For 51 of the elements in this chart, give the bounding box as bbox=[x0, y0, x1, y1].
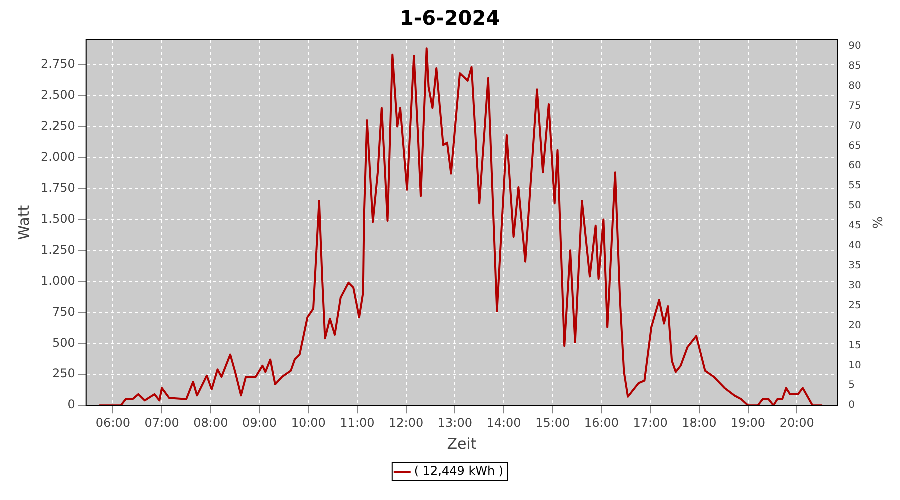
y2-tick-label: 85 bbox=[848, 60, 862, 72]
y2-tick-label: 30 bbox=[848, 280, 862, 292]
y2-tick-label: 65 bbox=[848, 140, 862, 152]
x-axis-title: Zeit bbox=[447, 434, 477, 453]
x-tick-label: 12:00 bbox=[389, 416, 424, 430]
x-tick-label: 16:00 bbox=[584, 416, 620, 430]
y-tick-label: 1.250 bbox=[40, 242, 76, 257]
y-tick-label: 1.500 bbox=[40, 212, 76, 226]
x-tick-label: 10:00 bbox=[291, 416, 326, 430]
legend-label: ( 12,449 kWh ) bbox=[414, 464, 504, 478]
x-tick-label: 06:00 bbox=[96, 416, 131, 430]
chart-title: 1-6-2024 bbox=[400, 6, 500, 30]
y2-tick-label: 10 bbox=[848, 360, 862, 372]
y2-tick-label: 20 bbox=[848, 320, 862, 332]
y2-tick-label: 40 bbox=[848, 240, 862, 252]
y2-tick-label: 80 bbox=[848, 80, 862, 92]
y-tick-label: 2.750 bbox=[40, 56, 76, 71]
y-tick-label: 1.750 bbox=[40, 180, 76, 195]
x-tick-label: 09:00 bbox=[242, 416, 278, 430]
y2-tick-label: 25 bbox=[848, 300, 862, 312]
x-tick-label: 08:00 bbox=[194, 416, 228, 430]
y2-tick-label: 70 bbox=[848, 120, 862, 132]
y2-axis-title: % bbox=[868, 216, 884, 229]
y2-tick-label: 55 bbox=[848, 180, 862, 192]
y-tick-label: 1.000 bbox=[40, 274, 76, 288]
y2-tick-label: 50 bbox=[848, 200, 862, 212]
x-tick-label: 13:00 bbox=[438, 416, 472, 430]
y2-tick-label: 60 bbox=[848, 160, 862, 172]
x-tick-label: 14:00 bbox=[486, 416, 522, 430]
x-tick-label: 17:00 bbox=[633, 416, 668, 430]
y-axis-title: Watt bbox=[14, 205, 33, 240]
y2-tick-label: 75 bbox=[848, 100, 862, 112]
y2-tick-label: 45 bbox=[848, 220, 862, 232]
x-tick-label: 11:00 bbox=[340, 416, 375, 430]
x-tick-label: 20:00 bbox=[780, 416, 814, 430]
y-tick-label: 2.500 bbox=[40, 88, 76, 102]
x-tick-label: 19:00 bbox=[730, 416, 766, 430]
x-tick-label: 07:00 bbox=[144, 416, 180, 430]
y2-tick-label: 0 bbox=[848, 400, 856, 412]
x-tick-label: 15:00 bbox=[536, 416, 570, 430]
y2-tick-label: 35 bbox=[848, 260, 862, 272]
y-tick-label: 0 bbox=[68, 398, 76, 412]
y-tick-label: 750 bbox=[52, 304, 76, 319]
y-tick-label: 2.000 bbox=[40, 150, 76, 164]
y2-tick-label: 90 bbox=[848, 40, 862, 52]
x-tick-label: 18:00 bbox=[682, 416, 717, 430]
y-tick-label: 250 bbox=[52, 366, 76, 381]
y-tick-label: 2.250 bbox=[40, 118, 76, 133]
y2-tick-label: 15 bbox=[848, 340, 862, 352]
y2-tick-label: 5 bbox=[848, 380, 856, 392]
y-tick-label: 500 bbox=[52, 336, 76, 350]
